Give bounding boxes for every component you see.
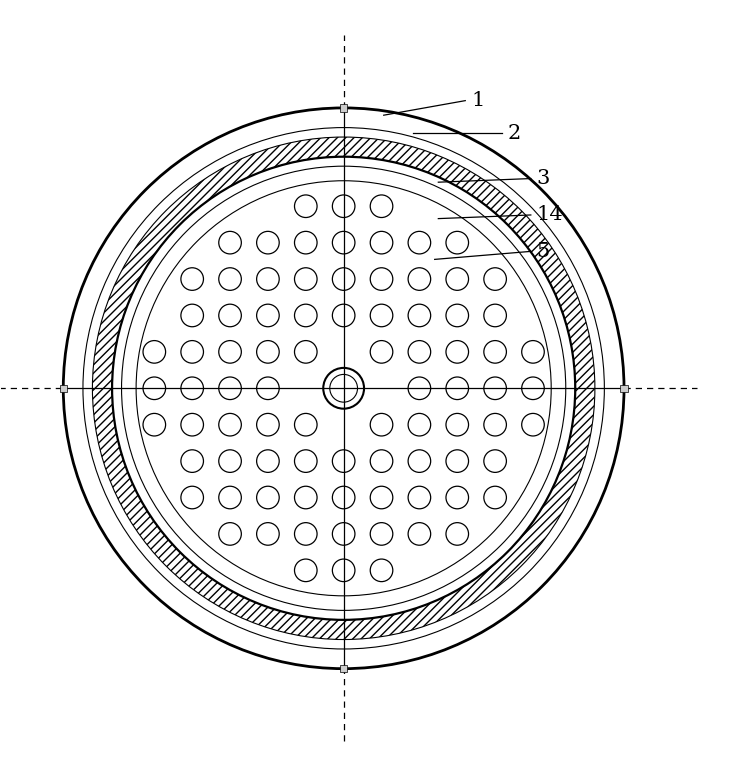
Bar	[621, 385, 628, 392]
Text: 14: 14	[537, 206, 564, 225]
Circle shape	[112, 157, 575, 620]
Text: 3: 3	[537, 169, 550, 188]
Wedge shape	[92, 137, 595, 639]
Text: 2: 2	[507, 124, 520, 143]
Bar	[340, 104, 347, 111]
Text: 1: 1	[471, 91, 485, 110]
Bar	[340, 665, 347, 672]
Bar	[60, 385, 67, 392]
Text: 5: 5	[537, 242, 550, 261]
Circle shape	[64, 108, 624, 668]
